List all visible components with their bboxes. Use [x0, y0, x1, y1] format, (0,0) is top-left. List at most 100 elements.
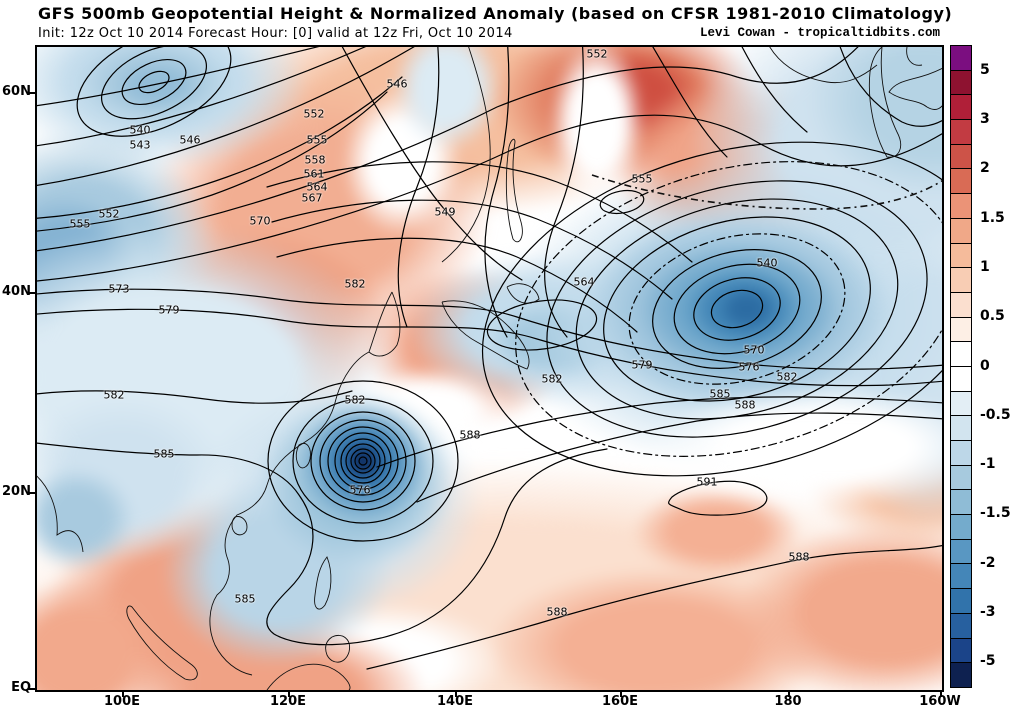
- credit-text: Levi Cowan - tropicaltidbits.com: [699, 26, 940, 40]
- contour-label: 585: [709, 387, 731, 401]
- contour-ring: [603, 216, 871, 402]
- colorbar-cell: [951, 242, 971, 268]
- contour-label: 582: [776, 370, 798, 384]
- lon-tick-mark: [288, 690, 290, 697]
- coastlines: [37, 47, 942, 690]
- contour-label: 552: [586, 47, 608, 61]
- contour-ring: [481, 141, 942, 477]
- contour-label: 576: [738, 360, 760, 374]
- contour-ring: [354, 452, 372, 470]
- contour-label: 564: [573, 275, 595, 289]
- contour-ring: [358, 456, 368, 466]
- contour-label: 552: [303, 107, 325, 121]
- colorbar-tick-label: 1: [980, 258, 990, 275]
- contour-label: 555: [69, 217, 91, 231]
- colorbar-tick-label: 5: [980, 61, 990, 78]
- colorbar-tick-label: -1.5: [980, 505, 1011, 522]
- colorbar-cell: [951, 143, 971, 169]
- colorbar-cell: [951, 69, 971, 95]
- colorbar-cell: [951, 514, 971, 539]
- colorbar-cell: [951, 612, 971, 638]
- lon-tick-mark: [455, 690, 457, 697]
- chart-title: GFS 500mb Geopotential Height & Normaliz…: [38, 4, 953, 23]
- colorbar-cell: [951, 563, 971, 589]
- contour-ring: [340, 438, 386, 484]
- colorbar-cell: [951, 538, 971, 564]
- contour-ring: [652, 249, 822, 369]
- lat-tick-label: EQ: [11, 680, 31, 695]
- contour-ring: [345, 443, 381, 479]
- contour-label: 540: [129, 123, 151, 137]
- colorbar-tick-label: -3: [980, 604, 996, 621]
- lat-tick-label: 60N: [2, 84, 31, 99]
- contour-label: 579: [631, 358, 653, 372]
- colorbar-tick-label: 3: [980, 110, 990, 127]
- contour-label: 543: [129, 138, 151, 152]
- contour-ring: [693, 277, 781, 341]
- contour-label: 558: [304, 153, 326, 167]
- contour-ring: [628, 233, 846, 385]
- anomaly-region: [719, 288, 775, 330]
- contour-ring: [710, 289, 764, 329]
- contour-label: 567: [301, 191, 323, 205]
- contour-ring: [100, 47, 208, 120]
- colorbar-cell: [951, 464, 971, 490]
- contour-ring: [599, 189, 645, 215]
- colorbar-cell: [951, 341, 971, 366]
- colorbar-cell: [951, 267, 971, 292]
- contour-label: 588: [734, 398, 756, 412]
- lat-tick-mark: [28, 492, 35, 494]
- colorbar-cell: [951, 390, 971, 416]
- lon-tick-mark: [940, 690, 942, 697]
- contour-label: 576: [349, 483, 371, 497]
- contour-ring: [310, 411, 416, 511]
- contour-label: 588: [788, 550, 810, 564]
- lon-tick-label: 120E: [269, 694, 307, 709]
- contour-label: 573: [108, 282, 130, 296]
- lat-tick-label: 20N: [2, 484, 31, 499]
- contour-ring: [292, 398, 434, 524]
- lat-tick-label: 40N: [2, 284, 31, 299]
- colorbar-cell: [951, 46, 971, 70]
- contour-label: 546: [179, 133, 201, 147]
- contour-ring: [350, 448, 376, 474]
- contour-label: 582: [344, 277, 366, 291]
- colorbar-cell: [951, 637, 971, 663]
- colorbar-cell: [951, 588, 971, 613]
- map-plot-area: 540 543 546 552 555 546 549 552 552 555 558 561 564 5…: [35, 45, 944, 692]
- colorbar-cell: [951, 440, 971, 465]
- lon-tick-label: 100E: [103, 694, 141, 709]
- contour-ring: [334, 432, 392, 490]
- contour-label: 555: [306, 133, 328, 147]
- colorbar-cell: [951, 291, 971, 317]
- lon-tick-mark: [788, 690, 790, 697]
- contour-label: 588: [459, 428, 481, 442]
- contour-ring: [327, 426, 399, 496]
- contour-label: 564: [306, 180, 328, 194]
- lon-tick-label: 180: [774, 694, 802, 709]
- colorbar-tick-label: 2: [980, 160, 990, 177]
- anomaly-region: [37, 577, 167, 690]
- anomaly-colorbar: [950, 45, 972, 688]
- contour-label: 582: [103, 388, 125, 402]
- contour-label: 570: [249, 214, 271, 228]
- contour-ring: [575, 198, 899, 420]
- contour-label: 585: [234, 592, 256, 606]
- anomaly-region: [642, 385, 942, 509]
- colorbar-tick-labels: 5 3 2 1.5 1 0.5 0 -0.5 -1 -1.5 -2 -3 -5: [978, 45, 1022, 688]
- anomaly-region: [349, 447, 377, 475]
- colorbar-cell: [951, 365, 971, 391]
- contour-ring: [319, 419, 407, 503]
- contour-ring: [138, 70, 170, 94]
- init-forecast-line: Init: 12z Oct 10 2014 Forecast Hour: [0]…: [38, 26, 513, 41]
- contour-ring: [267, 380, 459, 542]
- contour-label: 585: [153, 447, 175, 461]
- contour-ring: [673, 263, 801, 355]
- colorbar-tick-label: -1: [980, 456, 996, 473]
- lat-tick-mark: [28, 92, 35, 94]
- colorbar-tick-label: -0.5: [980, 406, 1011, 423]
- contour-label: 555: [631, 172, 653, 186]
- contour-ring: [546, 180, 928, 438]
- contour-label: 549: [434, 205, 456, 219]
